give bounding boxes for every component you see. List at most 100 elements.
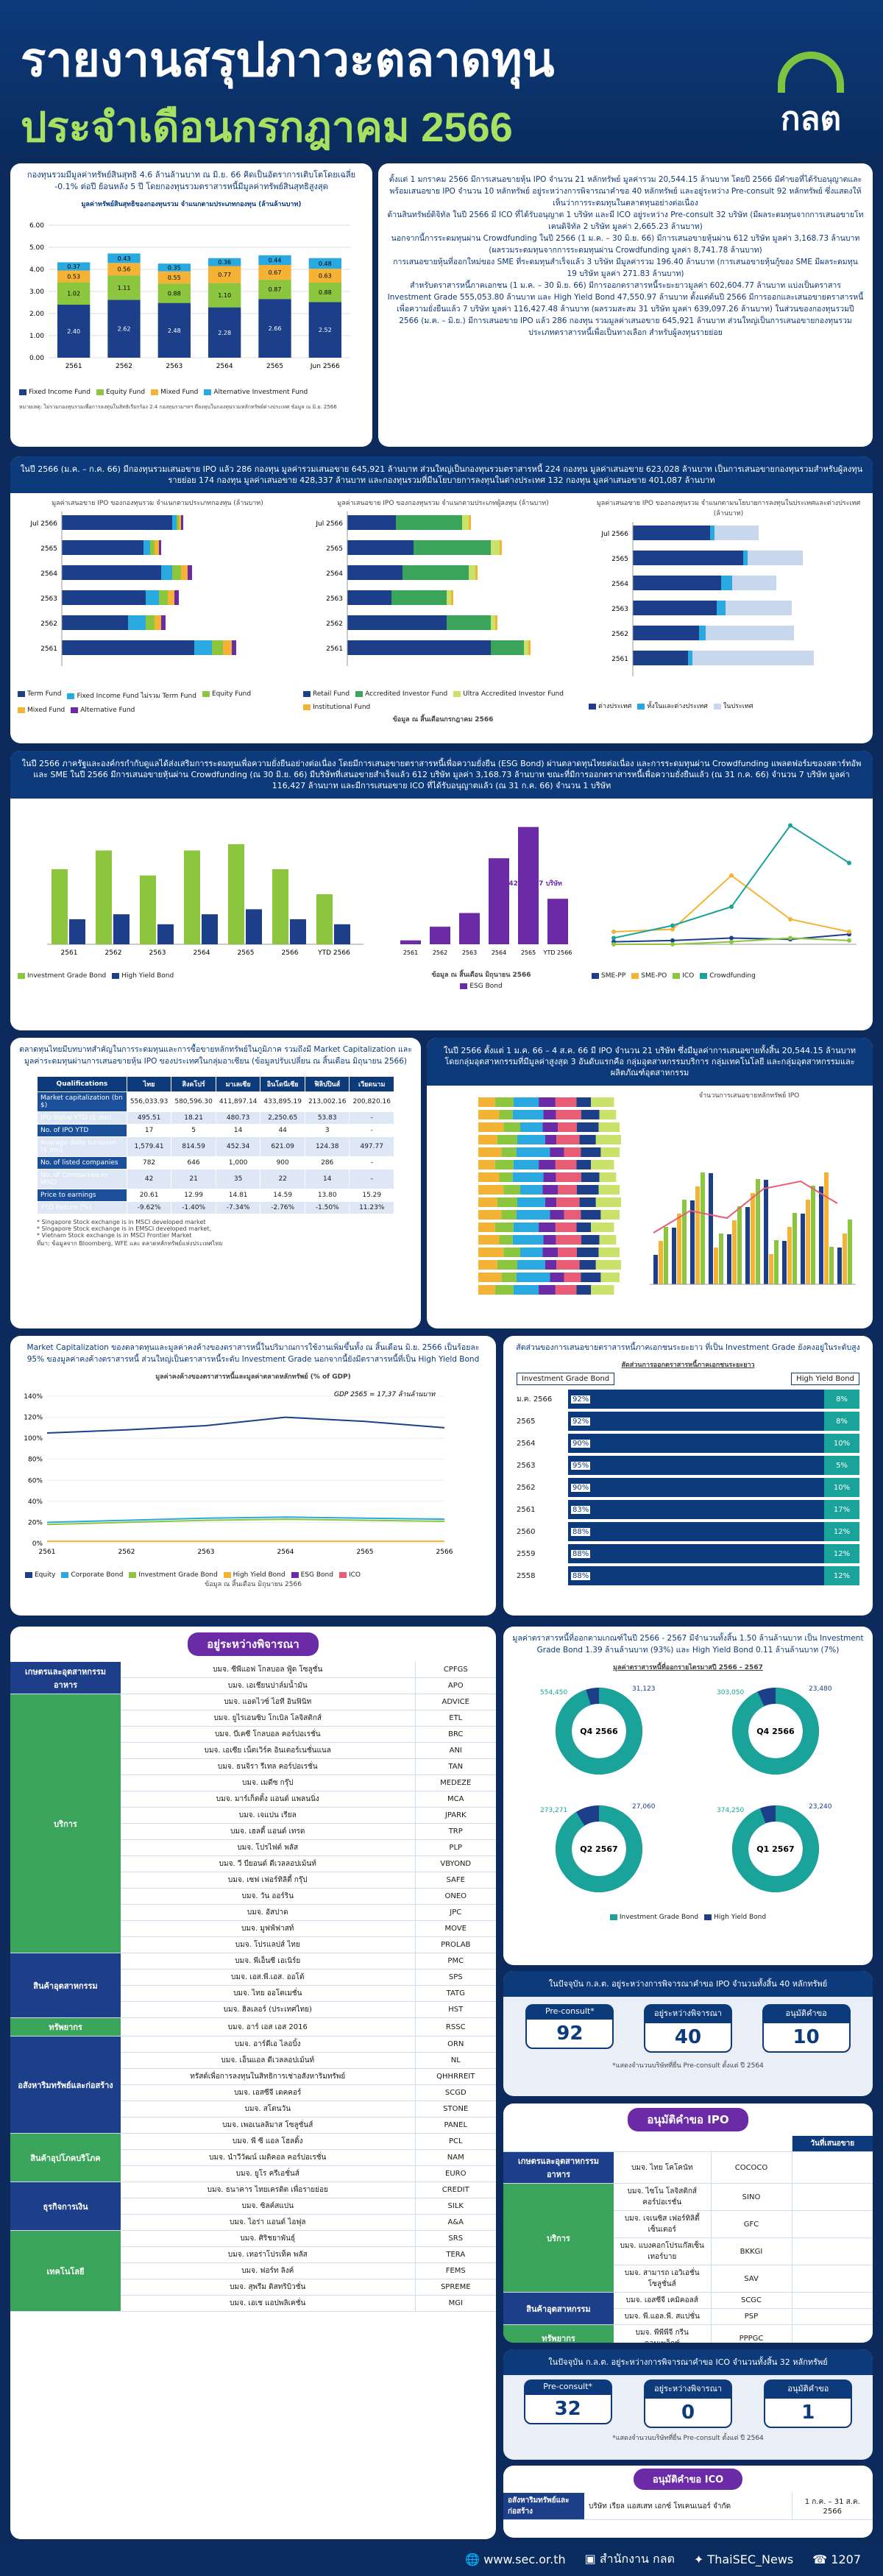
ico-pending-stat: อยู่ระหว่างพิจารณา 0 xyxy=(643,2379,732,2428)
hy-value-label: 27,060 xyxy=(632,1803,656,1811)
x-tick-label: 2564 xyxy=(277,1549,294,1556)
data-label: 2.66 xyxy=(269,325,282,332)
table-cell: Market capitalization (bn $) xyxy=(37,1091,127,1112)
bar-ig xyxy=(272,869,288,944)
data-point xyxy=(788,935,792,941)
ticker-code: APO xyxy=(414,1677,496,1694)
ipo-by-investor-legend: Retail Fund Accredited Investor Fund Ultra… xyxy=(303,690,583,711)
stack-segment xyxy=(581,1273,601,1282)
bar-segment xyxy=(181,515,183,530)
bond-issuance-legend: Investment Grade Bond High Yield Bond xyxy=(18,972,371,980)
grade-year: 2564 xyxy=(517,1439,536,1448)
bar-segment xyxy=(347,640,491,655)
series-line xyxy=(46,1518,445,1526)
bar-segment xyxy=(155,615,161,630)
company-name: บมจ. มูฟฟ์ฟาสท์ xyxy=(121,1920,415,1937)
bar-segment xyxy=(157,271,191,284)
legend-item: SME-PO xyxy=(631,972,667,980)
legend-item: Accredited Investor Fund xyxy=(355,690,447,698)
grade-row: 2558 88% 12% xyxy=(517,1565,859,1587)
nav-chart-note: หมายเหตุ: ไม่รวมกองทุนรวมเพื่อการลงทุนใน… xyxy=(19,404,337,410)
data-label: 1.02 xyxy=(67,291,80,297)
data-label: 2.62 xyxy=(118,326,131,333)
footer-web[interactable]: 🌐 www.sec.or.th xyxy=(465,2552,566,2566)
data-label: 1.11 xyxy=(118,285,131,291)
stack-segment xyxy=(512,1110,544,1119)
ig-hy-donut-card: มูลค่าตราสารหนี้ที่ออกตามเกณฑ์ในปี 2566 … xyxy=(503,1627,873,1965)
x-tick-label: 2561 xyxy=(403,949,418,956)
stack-segment xyxy=(503,1122,520,1132)
data-label: 0.88 xyxy=(319,289,332,296)
bar-segment xyxy=(188,565,192,580)
ico-stats-header: ในปัจจุบัน ก.ล.ต. อยู่ระหว่างการพิจารณาค… xyxy=(503,2349,873,2375)
table-cell: 21 xyxy=(171,1169,216,1189)
ico-stats-note: *แสดงจำนวนบริษัทที่ยื่น Pre-consult ตั้ง… xyxy=(612,2435,764,2442)
list-item: บมจ. มาร์เก็ตติ้ง แอนด์ แพลนนิ่ง MCA xyxy=(10,1791,496,1808)
ig-value-label: 273,271 xyxy=(540,1807,567,1814)
company-name: ทรัสต์เพื่อการลงทุนในสิทธิการเช่าอสังหาร… xyxy=(121,2068,415,2085)
data-point xyxy=(611,942,616,946)
sector-label: เกษตรและอุตสาหกรรมอาหาร xyxy=(10,1662,121,1694)
table-cell: 12.99 xyxy=(171,1189,216,1202)
stack-segment xyxy=(513,1285,539,1295)
column-header: มาเลเซีย xyxy=(215,1076,261,1092)
bond-gdp-header: Market Capitalization ของตลาดทุนและมูลค่… xyxy=(26,1343,480,1364)
table-cell: - xyxy=(349,1111,394,1125)
bar-segment xyxy=(491,540,500,555)
sector-label: สินค้าอุตสาหกรรม xyxy=(503,2292,614,2325)
ticker-code: RSSC xyxy=(414,2017,496,2037)
hy-share-value: 17% xyxy=(824,1500,859,1519)
bar-segment xyxy=(469,565,475,580)
company-name: บมจ. บีเคซี โกลบอล คอร์ปอเรชั่น xyxy=(121,1726,415,1743)
bar-hy xyxy=(290,919,306,944)
data-label: 0.35 xyxy=(168,264,181,271)
stack-segment xyxy=(494,1222,514,1232)
list-item: บมจ. เฮลตี้ แอนด์ เทรด TRP xyxy=(10,1823,496,1840)
bar-segment xyxy=(347,615,447,630)
data-point xyxy=(670,942,675,946)
ticker-code: ORN xyxy=(414,2036,496,2053)
y-category-label: 2563 xyxy=(40,595,57,603)
list-item: ทรัพยากร บมจ. อาร์ เอส เอส 2016 RSSC xyxy=(10,2017,496,2037)
footer-facebook[interactable]: ▣ สำนักงาน กลต xyxy=(584,2552,675,2566)
sustainability-source: ข้อมูล ณ สิ้นเดือน มิถุนายน 2566 xyxy=(431,972,531,979)
approved-ico-card: อนุมัติคำขอ ICO อสังหาริมทรัพย์และก่อสร้… xyxy=(503,2466,873,2538)
footer-twitter[interactable]: ✦ ThaiSEC_News xyxy=(693,2552,794,2566)
list-item: บริการ บมจ. แอดไวซ์ ไอที อินฟินิท ADVICE xyxy=(10,1694,496,1953)
sector-label: ทรัพยากร xyxy=(503,2324,614,2343)
table-cell: 13.80 xyxy=(304,1189,350,1202)
list-item: บมจ. บีเคซี โกลบอล คอร์ปอเรชั่น BRC xyxy=(10,1726,496,1743)
bar-segment xyxy=(524,640,528,655)
ticker-code: ADVICE xyxy=(414,1694,496,1710)
footer-phone[interactable]: ☎ 1207 xyxy=(812,2552,861,2566)
ticker-code: PSP xyxy=(710,2308,792,2325)
list-item: บมจ. เมดีซ กรุ๊ป MEDEZE xyxy=(10,1774,496,1791)
stack-segment xyxy=(478,1110,500,1119)
table-cell: No. of listed companies xyxy=(37,1156,127,1170)
ig-share-bar: 90% xyxy=(568,1434,824,1453)
table-cell: 14.81 xyxy=(215,1189,261,1202)
ipo-trend-line xyxy=(653,1180,838,1234)
table-cell: 213,002.16 xyxy=(304,1091,350,1112)
stack-segment xyxy=(581,1147,601,1157)
ticker-code: QHHRREIT xyxy=(414,2068,496,2085)
data-point xyxy=(729,873,734,878)
list-item: บมจ. เซฟ เฟอร์ทิลิตี้ กรุ๊ป SAFE xyxy=(10,1872,496,1889)
stack-segment xyxy=(478,1185,504,1195)
x-tick-label: YTD 2566 xyxy=(317,949,350,957)
list-item: บมจ. เอส.พี.เอส. ออโต้ SPS xyxy=(10,1969,496,1986)
ig-share-value: 92% xyxy=(571,1417,591,1426)
bar-segment xyxy=(475,565,478,580)
legend-item: Investment Grade Bond xyxy=(18,972,106,980)
y-tick-label: 1.00 xyxy=(29,333,44,340)
report-subtitle: ประจำเดือนกรกฎาคม 2566 xyxy=(21,104,513,150)
sector-label: สินค้าอุตสาหกรรม xyxy=(10,1953,121,2018)
list-item: บมจ. สามารถ เอวิเอชั่น โซลูชั่นส์ SAV xyxy=(503,2265,873,2293)
sector-label: ธุรกิจการเงิน xyxy=(10,2182,121,2231)
company-name: บมจ. ซิลค์สแปน xyxy=(121,2198,415,2215)
company-name: บมจ. พีเอ็นซี เอเนิร์ย xyxy=(121,1953,415,1970)
grade-row: 2561 83% 17% xyxy=(517,1498,859,1521)
bond-gdp-card: Market Capitalization ของตลาดทุนและมูลค่… xyxy=(10,1336,496,1616)
esg-bond-chart: 2561 2562 2563 2564 2565 YTD 2566 116,427 MB 7… xyxy=(400,827,572,956)
